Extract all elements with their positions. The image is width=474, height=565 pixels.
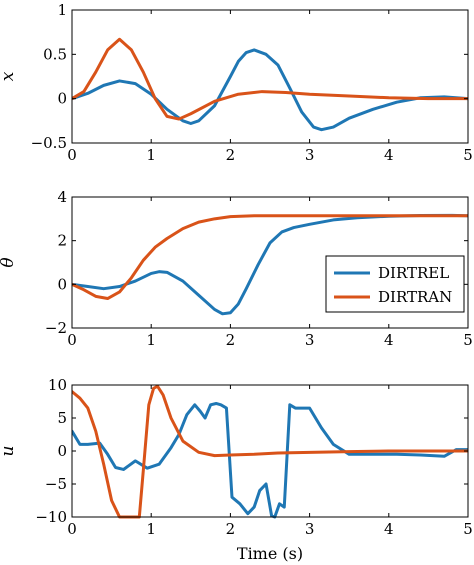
legend-label-dirtrel: DIRTREL [378, 264, 449, 282]
y-tick-label: −2 [45, 319, 67, 337]
series-line-dirtran [72, 214, 468, 301]
y-tick-label: 0.5 [43, 45, 67, 63]
x-tick-label: 5 [463, 520, 473, 538]
y-tick-label: 5 [57, 409, 67, 427]
x-tick-label: 2 [226, 520, 236, 538]
axes-frame [71, 196, 469, 329]
y-tick-label: 10 [48, 376, 67, 394]
axes-frame [71, 9, 469, 144]
y-tick-label: 4 [57, 188, 67, 206]
panel-u: 0 1 2 3 4 5 10 5 0 −5 −10 u Time (s) [0, 376, 473, 563]
series-line-dirtran [72, 37, 468, 121]
y-tick-label: 0 [57, 275, 67, 293]
x-tick-label: 3 [305, 331, 315, 349]
y-axis-label: u [0, 446, 18, 457]
x-tick-label: 1 [146, 331, 156, 349]
x-tick-label: 4 [384, 331, 394, 349]
x-tick-label: 4 [384, 146, 394, 164]
x-tick-label: 5 [463, 331, 473, 349]
legend: DIRTREL DIRTRAN [325, 255, 465, 313]
x-tick-label: 5 [463, 146, 473, 164]
x-tick-label: 0 [67, 146, 77, 164]
series-line-dirtrel [72, 213, 468, 316]
x-tick-label: 2 [226, 331, 236, 349]
x-tick-label: 2 [226, 146, 236, 164]
y-axis-label: x [0, 71, 18, 81]
y-tick-label: 1 [57, 1, 67, 19]
panel-x: 0 1 2 3 4 510.50−0.5x [0, 1, 473, 164]
legend-box [325, 255, 465, 313]
y-axis-label: θ [0, 257, 18, 267]
y-tick-label: −0.5 [31, 134, 67, 152]
x-tick-label: 0 [67, 331, 77, 349]
x-tick-label: 1 [146, 520, 156, 538]
series-line-dirtrel [72, 401, 468, 519]
x-axis-label: Time (s) [237, 544, 303, 563]
y-tick-label: −10 [35, 508, 67, 526]
y-tick-label: 2 [57, 232, 67, 250]
legend-label-dirtran: DIRTRAN [378, 288, 452, 306]
series-line-dirtrel [72, 48, 468, 132]
y-tick-label: 0 [57, 90, 67, 108]
y-tick-label: 0 [57, 442, 67, 460]
x-tick-label: 3 [305, 146, 315, 164]
x-tick-label: 1 [146, 146, 156, 164]
series-line-dirtran [72, 384, 468, 519]
x-tick-label: 4 [384, 520, 394, 538]
x-tick-label: 3 [305, 520, 315, 538]
x-tick-label: 0 [67, 520, 77, 538]
y-tick-label: −5 [45, 475, 67, 493]
